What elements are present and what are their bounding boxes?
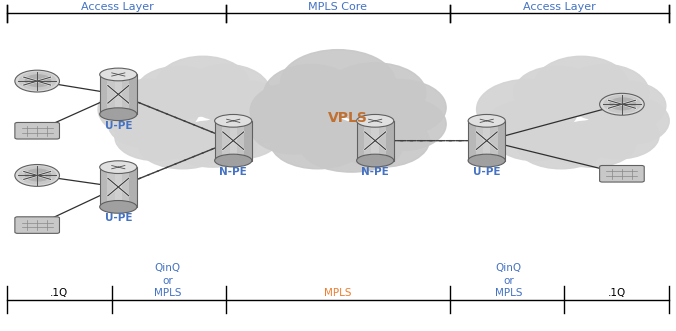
Bar bbox=[229, 121, 237, 161]
Text: .1Q: .1Q bbox=[608, 288, 625, 298]
Ellipse shape bbox=[548, 121, 635, 167]
Text: U-PE: U-PE bbox=[105, 121, 132, 131]
Bar bbox=[130, 74, 137, 114]
Bar bbox=[107, 167, 115, 207]
Bar bbox=[387, 121, 394, 161]
Circle shape bbox=[24, 168, 51, 182]
Bar bbox=[357, 121, 394, 161]
Ellipse shape bbox=[301, 122, 402, 172]
Bar bbox=[244, 121, 251, 161]
Bar bbox=[114, 167, 122, 207]
Ellipse shape bbox=[281, 50, 395, 116]
Bar bbox=[468, 121, 506, 161]
Bar bbox=[122, 167, 130, 207]
Circle shape bbox=[24, 74, 51, 87]
Ellipse shape bbox=[493, 114, 575, 161]
Bar bbox=[491, 121, 498, 161]
Bar bbox=[364, 121, 372, 161]
Ellipse shape bbox=[99, 161, 137, 173]
Text: MPLS Core: MPLS Core bbox=[308, 2, 368, 12]
Ellipse shape bbox=[517, 122, 605, 169]
Ellipse shape bbox=[169, 121, 257, 167]
Ellipse shape bbox=[514, 66, 602, 119]
Ellipse shape bbox=[352, 79, 446, 136]
Circle shape bbox=[18, 71, 56, 90]
Ellipse shape bbox=[578, 113, 659, 159]
Bar bbox=[372, 121, 379, 161]
Ellipse shape bbox=[477, 79, 578, 139]
Bar bbox=[468, 121, 476, 161]
Bar bbox=[498, 121, 506, 161]
Ellipse shape bbox=[595, 98, 669, 144]
Ellipse shape bbox=[99, 68, 137, 81]
Bar bbox=[237, 121, 244, 161]
Ellipse shape bbox=[108, 101, 183, 147]
Ellipse shape bbox=[468, 154, 505, 167]
Bar bbox=[130, 167, 137, 207]
Bar bbox=[114, 74, 122, 114]
Bar bbox=[214, 121, 251, 161]
Text: U-PE: U-PE bbox=[105, 213, 132, 223]
Ellipse shape bbox=[358, 98, 446, 151]
Text: MPLS: MPLS bbox=[324, 288, 352, 298]
Ellipse shape bbox=[561, 65, 649, 121]
Text: VPLS: VPLS bbox=[329, 111, 368, 124]
Bar bbox=[100, 167, 137, 207]
Text: QinQ
or
MPLS: QinQ or MPLS bbox=[495, 263, 522, 298]
Ellipse shape bbox=[99, 108, 137, 120]
Ellipse shape bbox=[216, 98, 291, 144]
Ellipse shape bbox=[585, 81, 666, 131]
Ellipse shape bbox=[214, 115, 251, 127]
Ellipse shape bbox=[534, 56, 629, 116]
Ellipse shape bbox=[487, 101, 561, 147]
Bar bbox=[357, 121, 364, 161]
Text: N-PE: N-PE bbox=[361, 167, 389, 177]
Text: Access Layer: Access Layer bbox=[80, 2, 153, 12]
Ellipse shape bbox=[115, 114, 196, 161]
Circle shape bbox=[15, 70, 59, 92]
Bar bbox=[100, 167, 107, 207]
Ellipse shape bbox=[250, 101, 338, 154]
Ellipse shape bbox=[270, 116, 365, 169]
Bar bbox=[214, 121, 222, 161]
Ellipse shape bbox=[199, 113, 281, 159]
Text: N-PE: N-PE bbox=[219, 167, 247, 177]
Bar bbox=[122, 74, 130, 114]
Ellipse shape bbox=[183, 65, 270, 121]
Text: U-PE: U-PE bbox=[473, 167, 500, 177]
FancyBboxPatch shape bbox=[600, 166, 644, 182]
Ellipse shape bbox=[357, 154, 393, 167]
Text: QinQ
or
MPLS: QinQ or MPLS bbox=[154, 263, 181, 298]
Text: .1Q: .1Q bbox=[51, 288, 68, 298]
Bar bbox=[100, 74, 137, 114]
Ellipse shape bbox=[214, 154, 251, 167]
Ellipse shape bbox=[264, 65, 358, 124]
Ellipse shape bbox=[99, 201, 137, 213]
Ellipse shape bbox=[206, 81, 287, 131]
Circle shape bbox=[603, 95, 641, 114]
FancyBboxPatch shape bbox=[15, 217, 59, 233]
Ellipse shape bbox=[357, 115, 393, 127]
Circle shape bbox=[609, 97, 636, 111]
Circle shape bbox=[18, 166, 56, 185]
Text: Access Layer: Access Layer bbox=[523, 2, 596, 12]
Ellipse shape bbox=[98, 79, 199, 139]
Bar bbox=[100, 74, 107, 114]
Ellipse shape bbox=[135, 66, 223, 119]
Circle shape bbox=[600, 93, 644, 115]
Bar bbox=[222, 121, 229, 161]
Ellipse shape bbox=[335, 114, 429, 167]
Ellipse shape bbox=[250, 83, 338, 139]
Circle shape bbox=[15, 165, 59, 186]
Ellipse shape bbox=[155, 56, 250, 116]
Ellipse shape bbox=[324, 63, 426, 122]
FancyBboxPatch shape bbox=[15, 122, 59, 139]
Ellipse shape bbox=[468, 115, 505, 127]
Ellipse shape bbox=[139, 122, 226, 169]
Bar bbox=[107, 74, 115, 114]
Bar bbox=[483, 121, 490, 161]
Bar bbox=[379, 121, 387, 161]
Bar bbox=[476, 121, 483, 161]
